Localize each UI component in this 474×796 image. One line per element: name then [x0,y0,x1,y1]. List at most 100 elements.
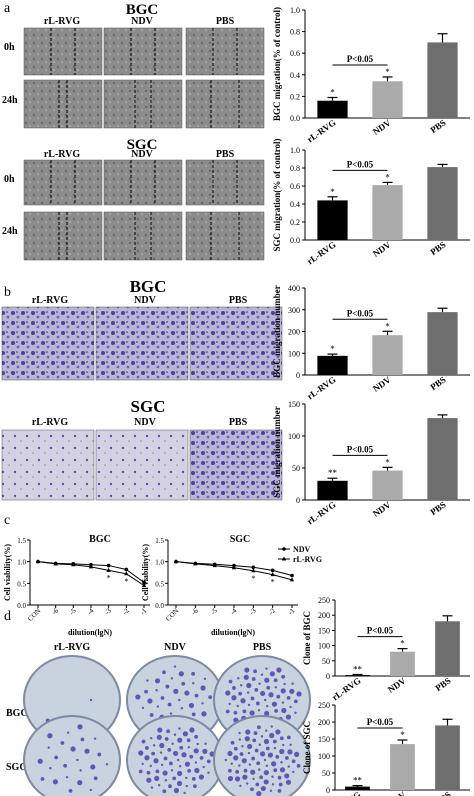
colony-dot [265,667,268,670]
wound-image [103,79,183,129]
x-tick-label: -6 [190,606,200,616]
y-tick-label: 0.0 [17,602,26,610]
colony-dot [273,678,278,683]
panel-c-title-bgc: BGC [89,534,111,545]
colony-dot [227,775,234,782]
x-tick-label: NDV [371,117,393,137]
x-axis-label: dilution(lgN) [68,628,112,637]
colony-dot [184,761,191,767]
colony-dot [203,677,207,681]
col-label-d-ndv: NDV [164,642,186,653]
row-label-d-sgc: SGC [6,762,27,773]
colony-dot [294,751,300,757]
colony-dot [177,758,180,762]
colony-dot [263,770,269,776]
colony-dot [245,729,251,735]
y-axis-label: BGC migration(% of control) [272,7,282,121]
colony-dot [275,729,281,735]
colony-dot [192,681,195,685]
micrograph-tile [95,306,189,381]
y-tick-label: 1.5 [155,537,164,545]
bar-chart-a_bgc: 0.0 0.2 0.4 0.6 0.8 1.0 BGC migration(% of con… [272,6,470,144]
y-tick-label: 250 [318,596,330,605]
bar-chart-d_bgc: 0 50 100 150 200 250 Clone of BGC **rL-RVG * NDV P… [302,596,470,702]
x-tick-label: rL-RVG [305,499,338,526]
wound-image [23,159,103,206]
x-tick-label: rL-RVG [330,675,363,702]
p-value-label: P<0.05 [367,717,394,727]
colony-dot [281,674,286,679]
colony-dot [201,702,204,705]
x-tick-label: -5 [68,606,78,616]
significance-star: * [251,574,255,583]
colony-dot [194,767,200,774]
significance-star: ** [353,664,363,674]
y-tick-label: 50 [322,657,330,666]
data-point-rl-rvg [270,572,275,577]
significance-star: * [400,639,405,649]
legend-marker [281,556,287,561]
x-tick-label: CON [26,607,42,623]
y-tick-label: 400 [288,284,300,293]
colony-dot [47,746,50,749]
colony-dot [154,678,161,684]
colony-dot [250,787,254,792]
wound-image [185,159,265,206]
bar-ndv [372,81,403,118]
colony-dot [40,777,45,781]
colony-dot [207,771,210,774]
y-tick-label: 0 [326,672,330,681]
legend-label: NDV [293,545,311,554]
colony-dot [250,769,256,775]
significance-star: ** [353,776,363,786]
colony-dot [154,775,160,781]
colony-dot [286,735,291,740]
colony-dot [246,691,250,694]
col-label-ndv-2: NDV [131,149,153,160]
colony-dot [249,710,255,716]
col-label-b-ndv-2: NDV [134,417,156,428]
micrograph-tile [189,306,283,381]
colony-dot [202,748,208,754]
colony-dot [79,769,82,772]
data-point-rl-rvg [88,564,94,569]
colony-dot [199,755,204,760]
colony-dot [189,727,195,733]
colony-dot [271,783,275,786]
significance-star: * [385,67,390,77]
colony-dot [77,780,83,786]
colony-dot [201,711,207,717]
colony-dot [279,748,285,755]
micrograph-tile [103,211,183,261]
colony-dot [178,698,181,702]
colony-dot [164,737,169,741]
colony-dot [276,694,281,699]
plate-dish [126,715,224,796]
bar-ndv [390,744,415,790]
colony-dot [105,763,109,766]
colony-dot [260,673,264,676]
data-point-rl-rvg [35,559,41,564]
significance-star: * [385,321,390,331]
colony-dot [285,779,292,785]
colony-dot [243,768,248,773]
x-tick-label: PBS [428,499,447,517]
colony-dot [159,742,165,749]
x-tick-label: NDV [386,789,408,796]
colony-dot [156,734,162,740]
colony-dot [255,701,260,706]
colony-dot [251,756,256,761]
colony-dot [167,747,172,752]
colony-dot [263,758,267,762]
colony-dot [178,765,182,768]
colony-dot [170,677,174,680]
colony-dot [257,709,261,712]
colony-dot [289,705,292,709]
colony-dot [162,770,168,776]
y-tick-label: 150 [318,626,330,635]
y-tick-label: 150 [318,735,330,744]
colony-dot [185,784,188,788]
panel-a-title-bgc: BGC [126,2,159,18]
